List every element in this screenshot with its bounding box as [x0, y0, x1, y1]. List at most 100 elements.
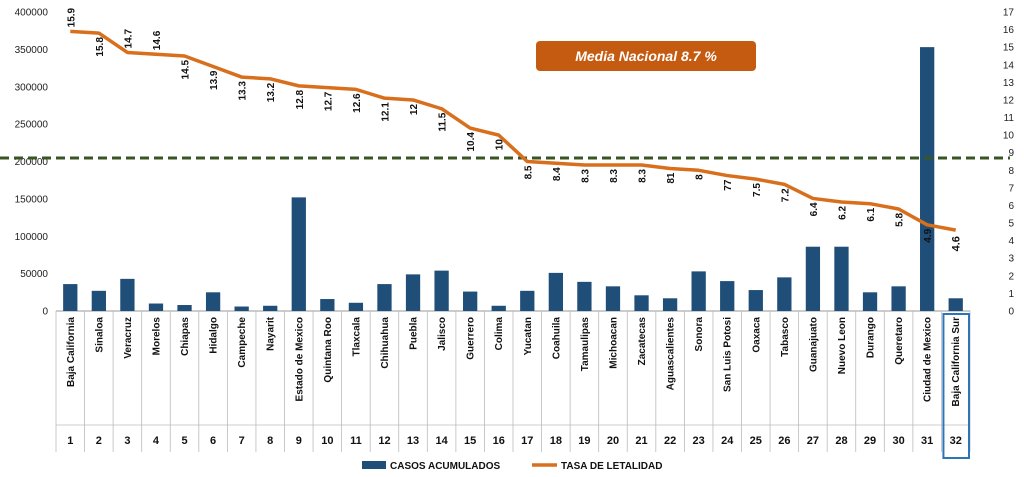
- category-label-19: Tamaulipas: [580, 317, 591, 372]
- line-data-label-6: 13.9: [209, 70, 220, 90]
- category-label-22: Aguascalientes: [666, 317, 677, 391]
- line-data-label-25: 7.5: [752, 183, 763, 197]
- category-label-28: Nuevo Leon: [837, 317, 848, 374]
- line-data-label-19: 8.3: [580, 169, 591, 183]
- line-data-label-7: 13.3: [238, 81, 249, 101]
- bar-casos-13: [405, 274, 421, 311]
- category-label-12: Chihuahua: [380, 317, 391, 369]
- bar-casos-11: [348, 302, 364, 311]
- line-data-label-4: 14.6: [152, 30, 163, 50]
- y-left-tick-label: 200000: [15, 157, 49, 168]
- bar-casos-14: [434, 270, 449, 311]
- bar-casos-4: [148, 303, 164, 311]
- category-label-31: Ciudad de Mexico: [923, 317, 934, 402]
- rank-label-30: 30: [892, 435, 904, 447]
- y-left-tick-label: 0: [42, 307, 48, 318]
- bar-casos-15: [463, 291, 478, 311]
- rank-label-2: 2: [96, 435, 102, 447]
- line-data-label-15: 10.4: [466, 132, 477, 152]
- category-label-6: Hidalgo: [209, 317, 220, 354]
- category-label-18: Coahuila: [551, 317, 562, 360]
- rank-label-3: 3: [124, 435, 130, 447]
- bar-casos-1: [63, 284, 78, 311]
- y-right-tick-label: 2: [1008, 271, 1014, 282]
- bar-casos-2: [91, 290, 106, 311]
- category-label-7: Campeche: [237, 317, 248, 368]
- media-nacional-callout: [536, 41, 756, 71]
- line-data-label-27: 6.4: [809, 202, 820, 216]
- bar-casos-8: [263, 305, 278, 311]
- rank-label-14: 14: [435, 435, 448, 447]
- category-label-17: Yucatan: [523, 317, 534, 355]
- category-label-9: Estado de Mexico: [294, 317, 305, 401]
- bar-casos-10: [320, 299, 335, 311]
- category-label-13: Puebla: [409, 317, 420, 350]
- y-left-tick-label: 100000: [15, 232, 49, 243]
- category-label-5: Chiapas: [180, 317, 191, 356]
- legend-label-tasa: TASA DE LETALIDAD: [561, 461, 662, 472]
- category-label-10: Quintana Roo: [323, 317, 334, 383]
- rank-label-13: 13: [407, 435, 419, 447]
- line-data-label-29: 6.1: [866, 207, 877, 221]
- category-label-11: Tlaxcala: [351, 317, 362, 357]
- y-right-tick-label: 11: [1004, 113, 1015, 124]
- bar-casos-5: [177, 305, 192, 311]
- y-right-tick-label: 0: [1008, 307, 1014, 318]
- rank-label-6: 6: [210, 435, 216, 447]
- line-data-label-20: 8.3: [609, 169, 620, 183]
- y-right-tick-label: 12: [1003, 95, 1015, 106]
- bar-casos-20: [605, 286, 621, 311]
- y-left-tick-label: 400000: [15, 8, 49, 19]
- line-data-label-12: 12.1: [380, 102, 391, 122]
- line-data-label-30: 5.8: [895, 213, 906, 227]
- rank-label-28: 28: [835, 435, 847, 447]
- bar-casos-24: [720, 281, 735, 311]
- line-data-label-18: 8.4: [552, 167, 563, 181]
- bar-casos-22: [662, 298, 678, 311]
- line-data-label-2: 15.8: [95, 37, 106, 57]
- y-left-tick-label: 50000: [20, 269, 48, 280]
- y-right-tick-label: 6: [1008, 201, 1014, 212]
- y-left-tick-label: 250000: [15, 120, 49, 131]
- category-label-16: Colima: [494, 317, 505, 351]
- rank-label-9: 9: [296, 435, 302, 447]
- category-label-30: Queretaro: [894, 317, 905, 365]
- y-right-tick-label: 14: [1003, 60, 1015, 71]
- bar-casos-27: [805, 246, 821, 311]
- y-left-tick-label: 300000: [15, 82, 49, 93]
- media-nacional-label: Media Nacional 8.7 %: [575, 48, 717, 64]
- bar-casos-26: [777, 277, 792, 311]
- category-label-23: Sonora: [694, 317, 705, 352]
- rank-label-21: 21: [635, 435, 647, 447]
- rank-label-10: 10: [321, 435, 333, 447]
- bar-casos-28: [834, 246, 849, 311]
- rank-label-8: 8: [267, 435, 273, 447]
- category-label-1: Baja California: [66, 317, 77, 387]
- line-data-label-3: 14.7: [123, 29, 134, 49]
- y-left-tick-label: 350000: [15, 45, 49, 56]
- line-data-label-11: 12.6: [352, 93, 363, 113]
- line-data-label-17: 8.5: [523, 165, 534, 179]
- line-data-label-10: 12.7: [323, 91, 334, 111]
- category-label-8: Nayarit: [266, 316, 277, 351]
- line-data-label-8: 13.2: [266, 82, 277, 102]
- rank-label-20: 20: [607, 435, 619, 447]
- y-right-tick-label: 7: [1008, 183, 1014, 194]
- line-data-label-24: 77: [723, 179, 734, 191]
- rank-label-31: 31: [921, 435, 933, 447]
- category-label-29: Durango: [866, 317, 877, 358]
- line-data-label-13: 12: [409, 104, 420, 116]
- rank-label-18: 18: [550, 435, 562, 447]
- category-label-24: San Luis Potosi: [723, 317, 734, 392]
- y-right-tick-label: 4: [1008, 236, 1014, 247]
- bar-casos-32: [948, 298, 963, 311]
- rank-label-1: 1: [67, 435, 73, 447]
- highlight-box-baja-california-sur: [942, 313, 970, 459]
- bar-casos-9: [291, 197, 306, 311]
- category-label-15: Guerrero: [466, 317, 477, 360]
- bar-casos-23: [691, 271, 706, 311]
- category-label-4: Morelos: [151, 317, 162, 356]
- bar-casos-6: [205, 292, 221, 311]
- bar-casos-7: [234, 306, 249, 311]
- y-right-tick-label: 16: [1003, 25, 1015, 36]
